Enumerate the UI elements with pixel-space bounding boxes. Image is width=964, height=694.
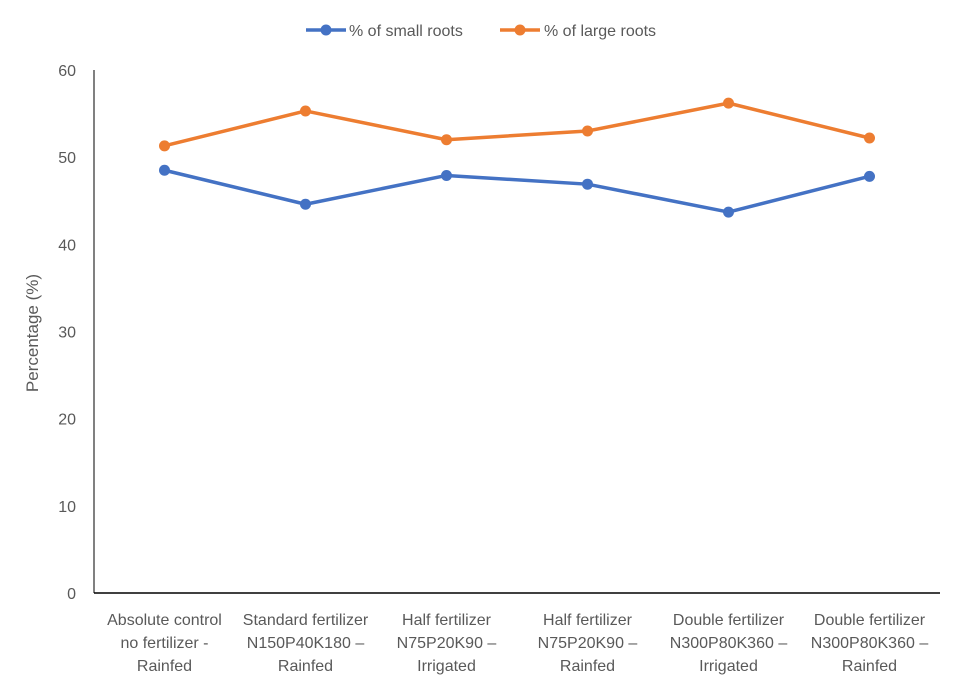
legend: % of small roots % of large roots [306, 23, 656, 40]
data-point [441, 134, 452, 146]
x-axis: Absolute control no fertilizer -RainfedSt… [94, 592, 940, 675]
data-point [300, 105, 311, 117]
legend-label: % of large roots [544, 23, 656, 40]
x-tick-label-line: Half fertilizer [402, 612, 492, 629]
y-tick-label: 40 [58, 237, 76, 254]
x-tick-label: Half fertilizer N75P20K90 – Irrigated [397, 612, 497, 675]
y-tick-label: 60 [58, 63, 76, 80]
x-tick-label-line: Double fertilizer [814, 612, 926, 629]
y-tick-label: 20 [58, 412, 76, 429]
x-tick-label: Absolute control no fertilizer - Rainfed [107, 612, 222, 675]
data-point [864, 170, 875, 182]
data-point [723, 206, 734, 218]
x-tick-label-line: Rainfed [560, 658, 615, 675]
series-line [162, 101, 872, 148]
data-point [441, 169, 452, 181]
x-tick-label-line: Absolute control [107, 612, 222, 629]
x-tick-label-line: Standard fertilizer [243, 612, 369, 629]
legend-item: % of large roots [500, 23, 656, 40]
legend-label: % of small roots [349, 23, 463, 40]
legend-swatch-marker [514, 24, 526, 36]
data-point [582, 125, 593, 137]
series-1 [159, 164, 875, 218]
x-tick-label-line: Rainfed [842, 658, 897, 675]
x-tick-label-line: Double fertilizer [673, 612, 785, 629]
data-point [159, 140, 170, 152]
x-tick-label-line: N150P40K180 – [247, 635, 365, 652]
x-tick-label-line: no fertilizer - [120, 635, 208, 652]
x-tick-label-line: N300P80K360 – [811, 635, 929, 652]
x-tick-label: Double fertilizer N300P80K360 – Rainfed [811, 612, 929, 675]
x-tick-label-line: N300P80K360 – [670, 635, 788, 652]
x-tick-label: Half fertilizer N75P20K90 – Rainfed [538, 612, 638, 675]
x-tick-label-line: Irrigated [699, 658, 758, 675]
y-axis-title: Percentage (%) [23, 274, 42, 392]
data-point [864, 132, 875, 144]
series-line [162, 168, 872, 214]
series-layer [159, 97, 875, 218]
x-tick-label-line: Rainfed [137, 658, 192, 675]
data-point [582, 178, 593, 190]
x-tick-label: Standard fertilizer N150P40K180 – Rainfed [243, 612, 369, 675]
x-tick-label-line: N75P20K90 – [397, 635, 497, 652]
y-tick-label: 50 [58, 150, 76, 167]
data-point [723, 97, 734, 109]
y-tick-label: 10 [58, 499, 76, 516]
y-axis: 0 10 20 30 40 50 60 [58, 63, 95, 603]
x-tick-label-line: N75P20K90 – [538, 635, 638, 652]
y-tick-label: 0 [67, 586, 76, 603]
legend-item: % of small roots [306, 23, 463, 40]
x-tick-label: Double fertilizer N300P80K360 – Irrigated [670, 612, 788, 675]
y-tick-label: 30 [58, 325, 76, 342]
x-tick-label-line: Half fertilizer [543, 612, 633, 629]
x-tick-label-line: Irrigated [417, 658, 476, 675]
x-tick-label-line: Rainfed [278, 658, 333, 675]
data-point [159, 164, 170, 176]
legend-swatch-marker [320, 24, 332, 36]
series-2 [159, 97, 875, 152]
data-point [300, 198, 311, 210]
